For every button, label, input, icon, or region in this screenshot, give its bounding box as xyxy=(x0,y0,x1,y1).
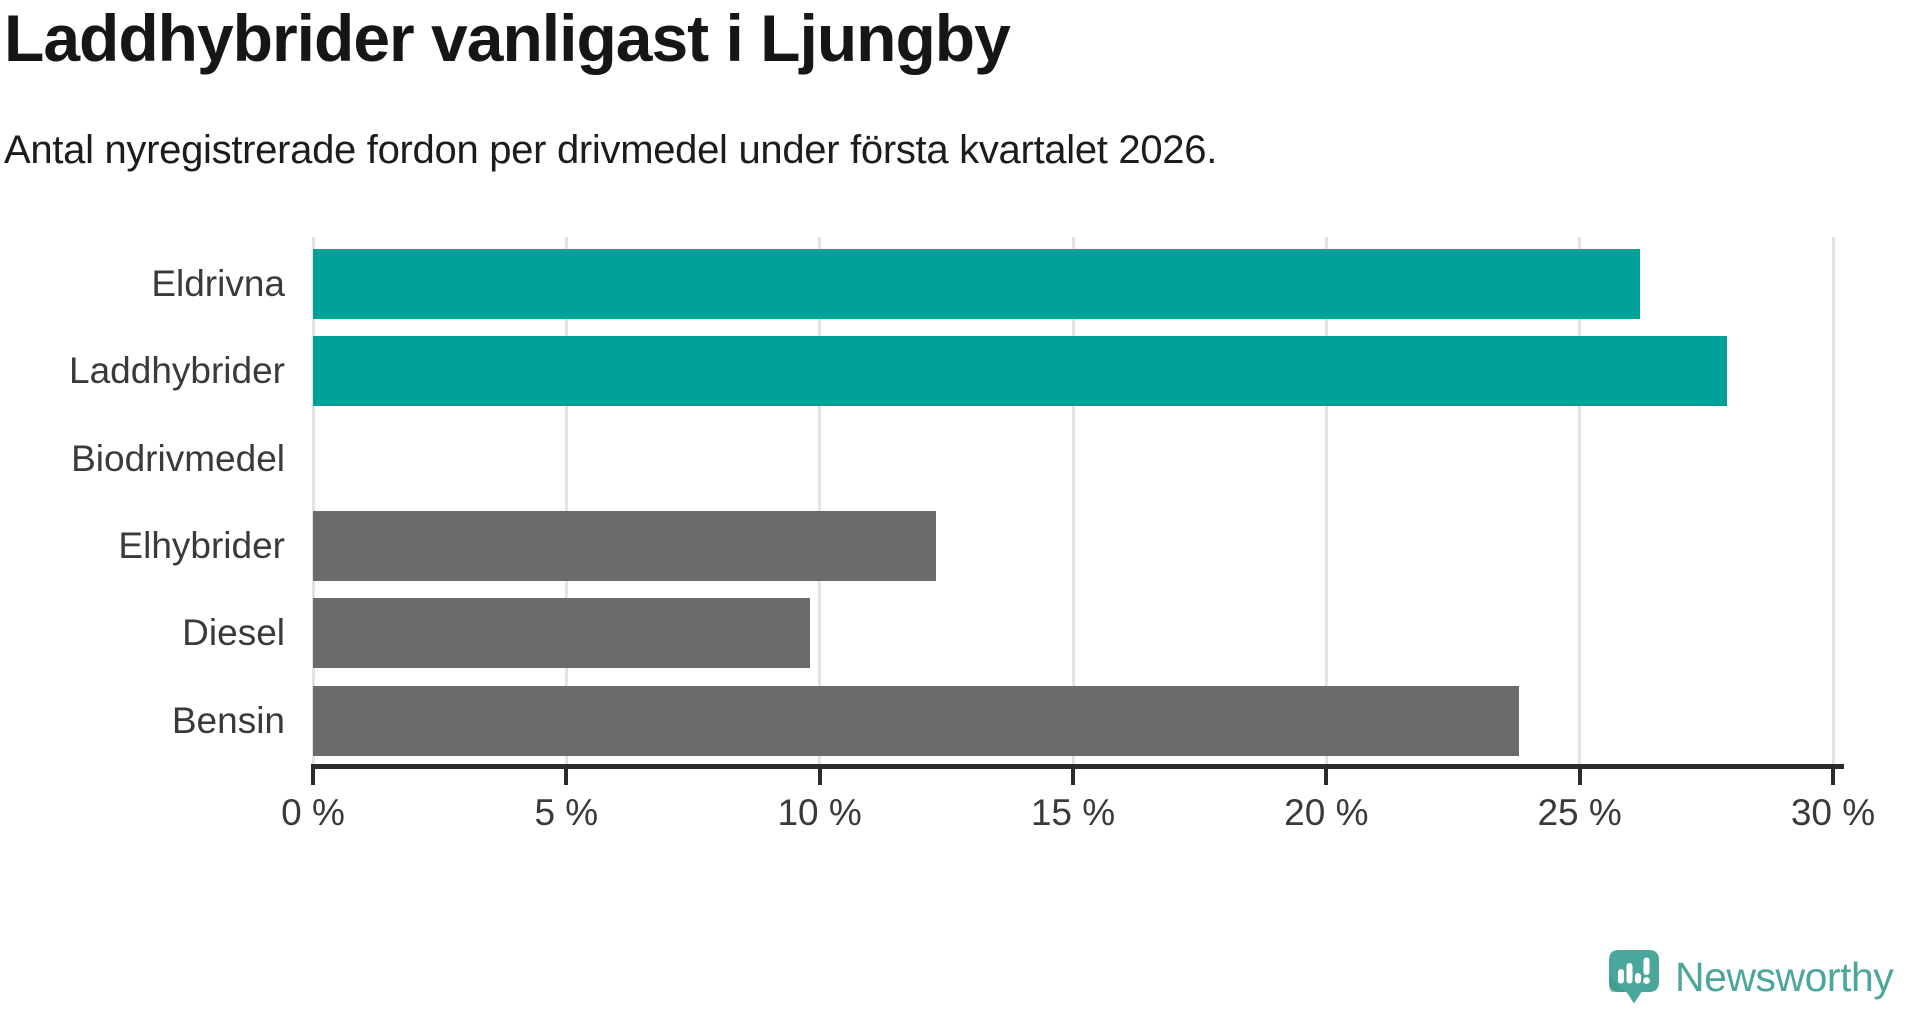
bar-diesel xyxy=(313,598,810,669)
gridline-15pct xyxy=(1071,237,1075,765)
bar-laddhybrider xyxy=(313,336,1727,407)
x-tick-20pct xyxy=(1324,769,1329,785)
x-tick-label-30pct: 30 % xyxy=(1790,792,1876,833)
newsworthy-logo: Newsworthy xyxy=(1608,949,1894,1006)
x-tick-label-5pct: 5 % xyxy=(534,792,599,833)
gridline-10pct xyxy=(818,237,822,765)
newsworthy-wordmark: Newsworthy xyxy=(1675,954,1894,1000)
x-tick-15pct xyxy=(1071,769,1075,785)
gridline-5pct xyxy=(564,237,568,765)
x-tick-25pct xyxy=(1577,769,1582,785)
category-label-biodrivmedel: Biodrivmedel xyxy=(71,437,285,479)
x-tick-label-0pct: 0 % xyxy=(281,792,345,833)
x-tick-label-15pct: 15 % xyxy=(1030,792,1116,833)
x-tick-10pct xyxy=(817,769,822,785)
gridline-30pct xyxy=(1831,237,1835,765)
newsworthy-bubble-chart-icon xyxy=(1609,950,1659,1004)
x-tick-label-20pct: 20 % xyxy=(1284,792,1369,833)
category-label-elhybrider: Elhybrider xyxy=(118,524,285,566)
chart-subtitle: Antal nyregistrerade fordon per drivmede… xyxy=(4,128,1218,172)
category-label-bensin: Bensin xyxy=(171,699,285,741)
bar-eldrivna xyxy=(313,249,1641,319)
chart-title: Laddhybrider vanligast i Ljungby xyxy=(4,1,1011,75)
bar-bensin xyxy=(313,685,1519,756)
category-label-eldrivna: Eldrivna xyxy=(151,263,285,304)
category-label-diesel: Diesel xyxy=(182,612,285,654)
x-tick-5pct xyxy=(564,769,569,785)
x-tick-30pct xyxy=(1831,769,1835,785)
x-tick-label-25pct: 25 % xyxy=(1537,792,1622,833)
gridline-25pct xyxy=(1578,237,1582,765)
gridline-20pct xyxy=(1324,237,1328,765)
category-label-laddhybrider: Laddhybrider xyxy=(69,350,285,392)
plot-area xyxy=(311,237,1844,765)
x-tick-0pct xyxy=(311,769,315,785)
x-tick-label-10pct: 10 % xyxy=(777,792,862,833)
bar-elhybrider xyxy=(313,510,937,581)
gridline-0pct xyxy=(311,237,315,765)
x-axis-line xyxy=(311,764,1844,769)
